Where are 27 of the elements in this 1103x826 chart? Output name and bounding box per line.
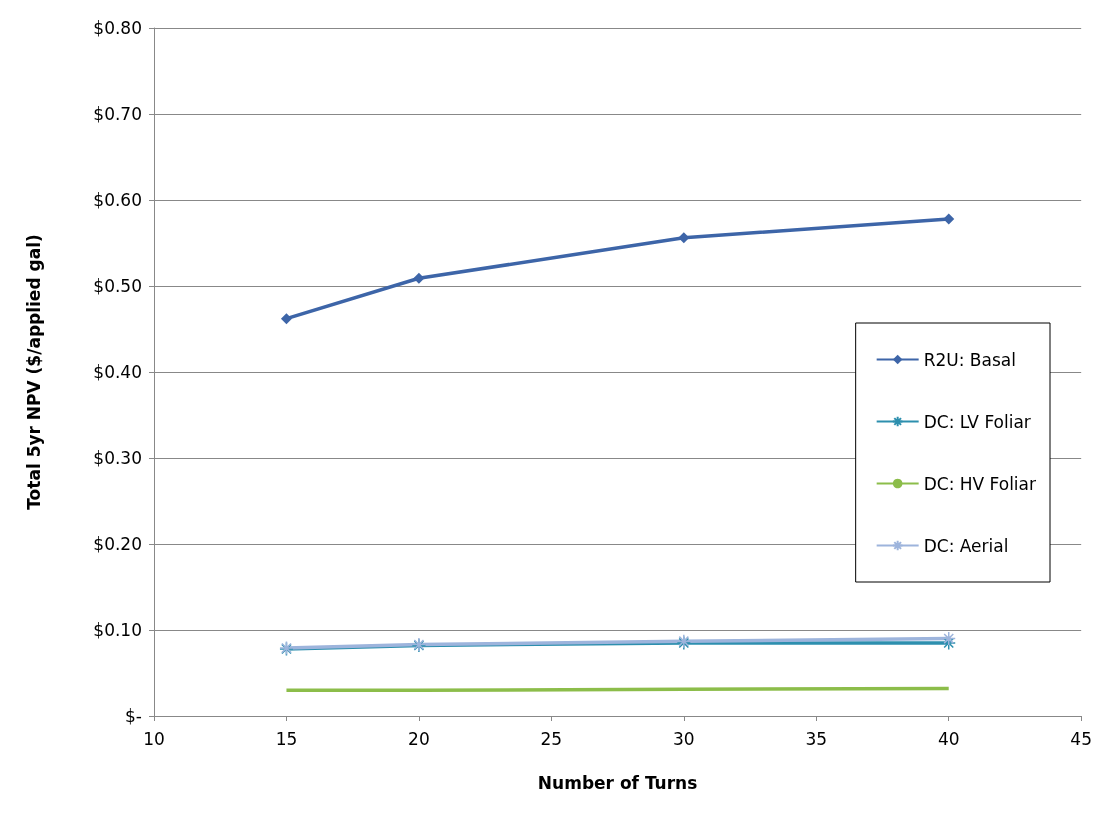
- point: [280, 313, 292, 325]
- y-tick-label: $0.20: [93, 534, 142, 554]
- x-tick-label: 25: [540, 728, 563, 749]
- x-tick-label: 30: [673, 728, 695, 749]
- x-tick-label: 20: [408, 728, 430, 749]
- y-tick-label: $-: [125, 706, 142, 726]
- point: [943, 213, 955, 225]
- y-tick-label: $0.50: [93, 276, 142, 296]
- y-tick-label: $0.80: [93, 18, 142, 38]
- point: [413, 272, 425, 284]
- y-tick-label: $0.10: [93, 620, 142, 640]
- y-tick-label: $0.70: [93, 104, 142, 124]
- x-axis-title: Number of Turns: [537, 772, 698, 793]
- x-tick-label: 40: [937, 728, 960, 749]
- x-tick-label: 35: [805, 728, 828, 749]
- y-tick-label: $0.60: [93, 190, 142, 210]
- x-tick-label: 10: [143, 728, 165, 749]
- legend-label: DC: HV Foliar: [923, 473, 1037, 494]
- x-tick-label: 45: [1070, 728, 1092, 749]
- legend-label: DC: Aerial: [923, 535, 1009, 556]
- y-tick-label: $0.40: [93, 362, 142, 382]
- y-axis-title: Total 5yr NPV ($/applied gal): [23, 234, 44, 510]
- legend-label: DC: LV Foliar: [923, 411, 1031, 432]
- point: [941, 631, 956, 646]
- x-tick-label: 15: [275, 728, 298, 749]
- y-tick-label: $0.30: [93, 448, 142, 468]
- legend-label: R2U: Basal: [923, 349, 1016, 370]
